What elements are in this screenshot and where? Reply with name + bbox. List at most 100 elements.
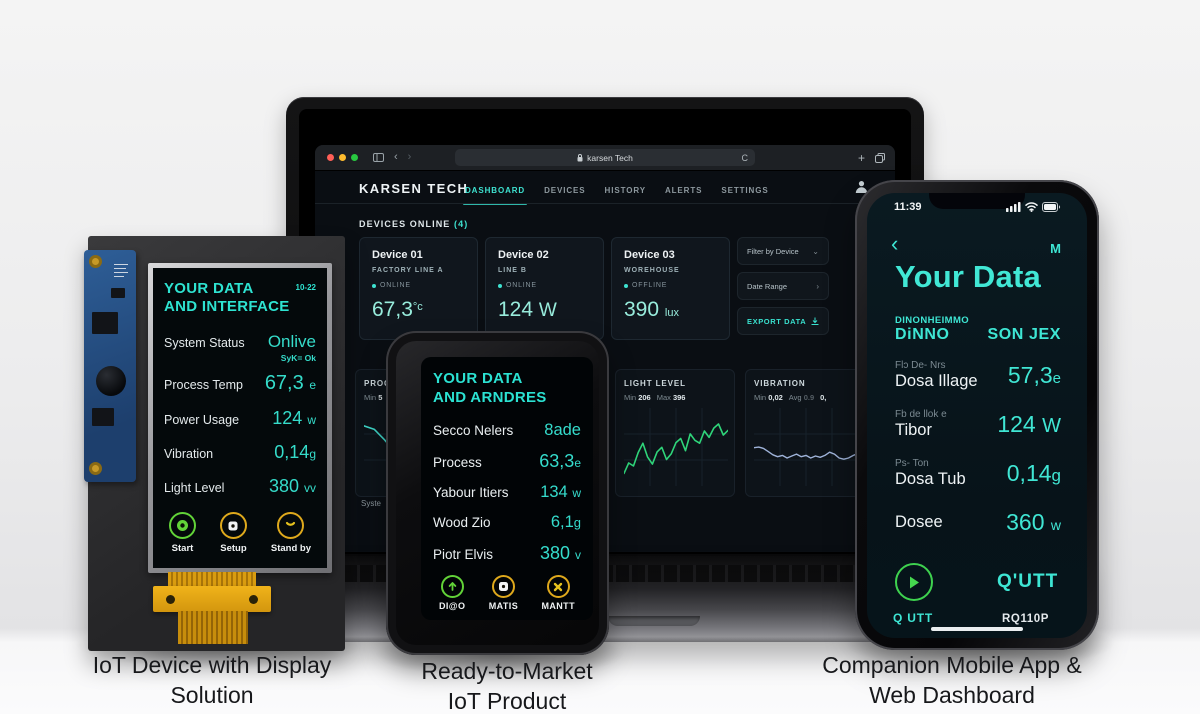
row-value: 360 <box>1006 508 1045 535</box>
row-unit: W <box>1042 414 1061 437</box>
home-indicator[interactable] <box>931 626 1023 631</box>
device-unit: lux <box>664 307 679 319</box>
tabs-overview-icon[interactable] <box>875 152 885 163</box>
reload-button[interactable]: C <box>741 152 749 163</box>
row-sublabel: Flɔ De- Nrs <box>895 359 946 371</box>
caption-middle: Ready-to-Market IoT Product <box>378 656 636 714</box>
pcb-mount-hole <box>89 462 102 475</box>
qutt-big-label: Q'UTT <box>997 571 1059 592</box>
tab-settings[interactable]: SETTINGS <box>721 186 769 195</box>
address-bar[interactable]: karsen Tech C <box>455 149 755 166</box>
partial-section-text: Syste <box>361 499 382 508</box>
date-range-control[interactable]: Date Range › <box>737 272 829 300</box>
phone-screen: 11:39 ‹ M Your Data DINONH <box>867 193 1087 638</box>
x-icon <box>554 582 563 591</box>
export-data-button[interactable]: EXPORT DATA <box>737 307 829 335</box>
matis-button[interactable]: MATIS <box>489 575 518 611</box>
phone-status-bar: 11:39 <box>867 201 1087 213</box>
ribbon-hole <box>166 595 175 604</box>
stat-label: Min <box>624 393 637 402</box>
status-dot <box>498 283 502 288</box>
stat-label: Min <box>754 393 767 402</box>
tab-dashboard[interactable]: DASHBOARD <box>462 186 528 205</box>
user-avatar-icon[interactable] <box>854 179 869 194</box>
pcb-silkscreen <box>114 264 128 265</box>
row-value: 134 <box>540 483 568 501</box>
tab-history[interactable]: HISTORY <box>604 186 646 195</box>
row-value: 0,14 <box>1006 459 1052 486</box>
device-cards: Device 01 FACTORY LINE A ONLINE 67,3°c D… <box>359 237 730 340</box>
org-name-small: DINONHEIMMO <box>895 315 970 326</box>
sidebar-icon[interactable] <box>373 153 384 162</box>
pcb-silkscreen <box>114 268 126 269</box>
address-text: karsen Tech <box>587 152 633 163</box>
pcb-mount-hole <box>89 255 102 268</box>
device-card-1[interactable]: Device 01 FACTORY LINE A ONLINE 67,3°c <box>359 237 478 340</box>
device-name: Device 02 <box>498 249 549 261</box>
chart-vibration: VIBRATION Min 0,02 Avg 0.9 0, <box>745 369 865 497</box>
stat-value: 5 <box>378 393 383 402</box>
row-label: Light Level <box>164 481 225 495</box>
row-label: Piotr Elvis <box>433 547 494 562</box>
section-title-text: DEVICES ONLINE <box>359 219 451 229</box>
traffic-close-button[interactable] <box>327 154 334 161</box>
row-label: Secco Nelers <box>433 423 514 438</box>
flex-ribbon-top <box>168 572 256 588</box>
clock: 11:39 <box>894 201 922 213</box>
back-chevron[interactable]: ‹ <box>891 231 899 256</box>
device-card-3[interactable]: Device 03 WOREHOUSE OFFLINE 390 lux <box>611 237 730 340</box>
tab-alerts[interactable]: ALERTS <box>664 186 703 195</box>
pcb-chip <box>92 408 114 426</box>
chart-title: LIGHT LEVEL <box>624 379 686 388</box>
status-text: ONLINE <box>380 282 411 289</box>
caption-line: Companion Mobile App & <box>822 652 1082 678</box>
row-label: Power Usage <box>164 413 240 427</box>
mantt-button[interactable]: MANTT <box>541 575 575 611</box>
caption-line: Web Dashboard <box>869 682 1035 708</box>
row-unit: vv <box>304 481 316 495</box>
browser-toolbar: ‹ › karsen Tech C + <box>315 145 895 171</box>
back-button[interactable]: ‹ <box>394 151 398 163</box>
device-card-2[interactable]: Device 02 LINE B ONLINE 124 W <box>485 237 604 340</box>
setup-icon <box>498 582 508 591</box>
status-dot <box>372 283 376 288</box>
row-unit: v <box>575 548 581 562</box>
filter-panel: Filter by Device ⌄ Date Range › EXPORT D… <box>737 237 829 342</box>
chart-title: PROC <box>364 379 391 388</box>
dio-button[interactable]: DI@O <box>439 575 465 611</box>
caption-left: IoT Device with Display Solution <box>28 650 396 710</box>
row-unit: e <box>574 456 581 470</box>
row-unit: g <box>309 447 316 461</box>
handheld-title-line1: YOUR DATA <box>433 370 523 387</box>
standby-button[interactable]: Stand by <box>271 512 311 554</box>
row-unit: w <box>1050 516 1061 533</box>
metric-row: Fb de llok e Tibor 124 W <box>895 406 1061 442</box>
forward-button[interactable]: › <box>407 151 412 163</box>
traffic-zoom-button[interactable] <box>351 154 358 161</box>
new-tab-button[interactable]: + <box>857 150 865 165</box>
flex-ribbon-stiffener <box>153 586 271 612</box>
row-subvalue: SyK= Ok <box>280 353 316 363</box>
chart-light-level: LIGHT LEVEL Min 206 Max 396 <box>615 369 735 497</box>
display-screen: YOUR DATA AND INTERFACE 10-22 System Sta… <box>153 268 327 568</box>
traffic-minimize-button[interactable] <box>339 154 346 161</box>
menu-button[interactable]: M <box>1050 241 1061 256</box>
row-sublabel: Fb de llok e <box>895 408 947 420</box>
filter-by-device-dropdown[interactable]: Filter by Device ⌄ <box>737 237 829 265</box>
setup-button[interactable]: Setup <box>219 512 247 554</box>
pcb-silkscreen <box>114 272 128 273</box>
phone-notch <box>929 193 1025 209</box>
filter-label: Filter by Device <box>747 246 799 256</box>
play-button[interactable] <box>895 563 933 601</box>
chevron-right-icon: › <box>816 281 819 291</box>
start-button[interactable]: Start <box>169 512 196 554</box>
button-label: DI@O <box>439 601 466 611</box>
device-location: FACTORY LINE A <box>372 267 444 274</box>
tab-devices[interactable]: DEVICES <box>544 186 586 195</box>
phone-metric-list: Flɔ De- Nrs Dosa Illage 57,3e Fb de llok … <box>895 357 1061 553</box>
handheld-screen: YOUR DATA AND ARNDRES Secco Nelers 8ade … <box>421 357 593 620</box>
setup-icon <box>228 521 238 530</box>
device-name: Device 01 <box>372 249 423 261</box>
pcb-board <box>84 250 136 482</box>
